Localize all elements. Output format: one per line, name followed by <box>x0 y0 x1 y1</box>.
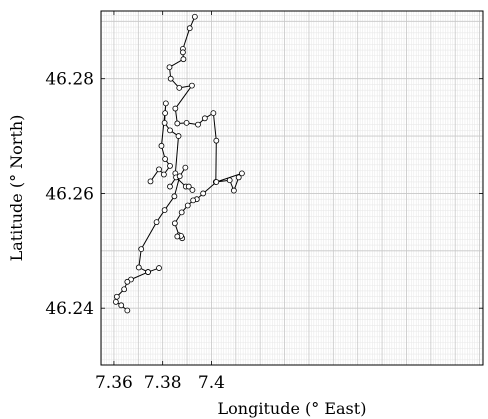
data-point <box>171 220 178 227</box>
data-point <box>185 183 192 190</box>
data-point <box>162 156 169 162</box>
data-point <box>167 127 173 134</box>
data-point <box>161 119 168 126</box>
data-point <box>178 209 185 216</box>
data-point <box>176 173 183 180</box>
data-point <box>121 286 128 293</box>
data-point <box>145 269 151 275</box>
x-axis-title: Longitude (° East) <box>218 399 367 418</box>
y-tick-label: 46.24 <box>45 299 94 319</box>
x-tick-label: 7.4 <box>198 373 225 393</box>
y-tick-label: 46.26 <box>45 184 94 204</box>
y-axis-title: Latitude (° North) <box>7 115 26 262</box>
tick-layer <box>101 11 483 365</box>
data-point <box>147 178 154 185</box>
data-point <box>167 75 174 82</box>
data-point <box>180 56 187 63</box>
data-point <box>158 142 165 149</box>
data-point <box>183 119 190 126</box>
data-point <box>190 197 197 204</box>
data-point <box>124 278 131 285</box>
data-point <box>124 307 131 314</box>
data-point <box>180 49 186 56</box>
data-point <box>200 190 207 197</box>
data-point <box>135 264 142 271</box>
data-point <box>166 64 173 71</box>
data-point <box>235 174 242 181</box>
data-point <box>189 82 195 89</box>
data-point <box>213 179 220 185</box>
data-point <box>182 164 189 171</box>
data-point <box>156 265 162 271</box>
series-layer <box>112 13 245 314</box>
y-tick-label: 46.28 <box>45 70 94 90</box>
data-point <box>201 115 208 122</box>
data-point <box>162 100 169 107</box>
data-point <box>174 120 181 127</box>
data-point <box>112 298 119 305</box>
data-point <box>213 137 220 144</box>
data-point <box>161 207 168 213</box>
data-point <box>138 246 145 253</box>
data-point <box>156 166 162 173</box>
minor-grid <box>101 11 483 365</box>
data-point <box>186 25 193 32</box>
data-point <box>174 233 181 240</box>
data-point <box>189 187 196 193</box>
data-point <box>210 110 217 117</box>
data-point <box>113 293 120 300</box>
data-point <box>238 170 245 177</box>
data-point <box>172 105 179 112</box>
data-point <box>195 121 201 128</box>
plot-frame <box>100 10 484 366</box>
data-point <box>153 219 160 226</box>
data-point <box>226 177 233 184</box>
x-tick-label: 7.36 <box>95 373 133 393</box>
x-tick-label: 7.38 <box>144 373 182 393</box>
data-point <box>118 302 125 309</box>
data-point <box>191 13 198 20</box>
data-point <box>175 133 182 139</box>
data-point <box>167 183 173 190</box>
data-point <box>184 202 191 209</box>
data-point <box>162 110 169 117</box>
data-point <box>167 163 173 169</box>
data-point <box>176 84 183 91</box>
data-point <box>160 171 167 178</box>
data-point <box>230 187 237 194</box>
major-grid <box>101 11 483 365</box>
data-point <box>171 193 178 200</box>
tick-labels: 7.36 7.38 7.4 46.24 46.26 46.28 <box>45 70 225 393</box>
